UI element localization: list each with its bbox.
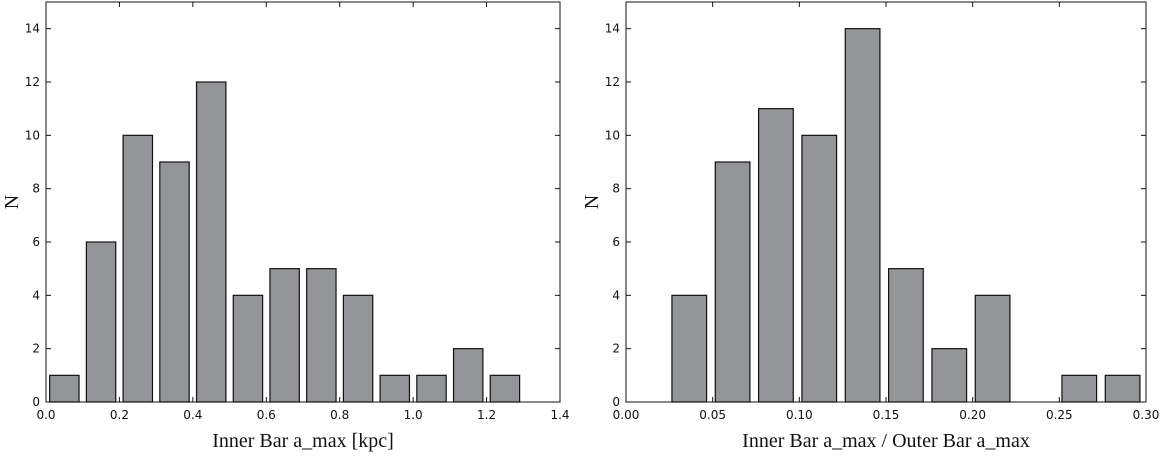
- bar: [416, 374, 447, 403]
- bar: [1061, 374, 1098, 403]
- y-tick-label: 4: [612, 288, 620, 302]
- bar: [232, 294, 264, 403]
- y-tick-label: 14: [605, 22, 620, 36]
- x-tick-label: 0.25: [1046, 408, 1073, 422]
- x-axis-label: Inner Bar a_max / Outer Bar a_max: [742, 430, 1030, 452]
- bar: [342, 294, 374, 403]
- bar: [85, 241, 117, 403]
- x-tick-label: 0.15: [873, 408, 900, 422]
- bar: [306, 268, 337, 403]
- y-tick-label: 14: [25, 22, 40, 36]
- y-tick-label: 4: [32, 288, 40, 302]
- x-tick-label: 0.2: [110, 408, 129, 422]
- y-tick-label: 12: [605, 75, 620, 89]
- y-tick-label: 6: [32, 235, 40, 249]
- bar: [801, 134, 838, 403]
- y-tick-label: 6: [612, 235, 620, 249]
- y-tick-label: 0: [612, 395, 620, 409]
- x-tick-label: 0.6: [257, 408, 276, 422]
- bar: [844, 28, 881, 403]
- x-axis-label: Inner Bar a_max [kpc]: [212, 430, 394, 452]
- bar: [195, 81, 227, 403]
- bar: [159, 161, 190, 403]
- x-tick-label: 0.20: [959, 408, 986, 422]
- x-tick-label: 0.10: [786, 408, 813, 422]
- bar: [671, 294, 708, 403]
- x-tick-label: 1.4: [550, 408, 569, 422]
- y-tick-label: 0: [32, 395, 40, 409]
- y-tick-label: 10: [605, 128, 620, 142]
- x-tick-label: 0.05: [699, 408, 726, 422]
- bar: [379, 374, 411, 403]
- y-tick-label: 8: [32, 182, 40, 196]
- x-tick-label: 0.00: [613, 408, 640, 422]
- plot-frame: [45, 1, 561, 403]
- bar: [757, 108, 794, 403]
- x-tick-label: 0.4: [183, 408, 202, 422]
- bar: [452, 348, 484, 403]
- bar: [714, 161, 751, 403]
- x-tick-label: 0.0: [36, 408, 55, 422]
- y-axis-label: N: [581, 195, 603, 209]
- bar: [1104, 374, 1141, 403]
- bar: [49, 374, 80, 403]
- y-tick-label: 2: [32, 342, 40, 356]
- y-tick-label: 8: [612, 182, 620, 196]
- bar: [974, 294, 1011, 403]
- bar: [269, 268, 300, 403]
- y-axis-label: N: [1, 195, 23, 209]
- bar: [489, 374, 521, 403]
- bar: [122, 134, 154, 403]
- y-tick-label: 2: [612, 342, 620, 356]
- x-tick-label: 1.0: [404, 408, 423, 422]
- bar: [931, 348, 968, 403]
- x-tick-label: 1.2: [477, 408, 496, 422]
- y-tick-label: 10: [25, 128, 40, 142]
- x-tick-label: 0.8: [330, 408, 349, 422]
- y-tick-label: 12: [25, 75, 40, 89]
- x-tick-label: 0.30: [1133, 408, 1160, 422]
- bar: [887, 268, 924, 403]
